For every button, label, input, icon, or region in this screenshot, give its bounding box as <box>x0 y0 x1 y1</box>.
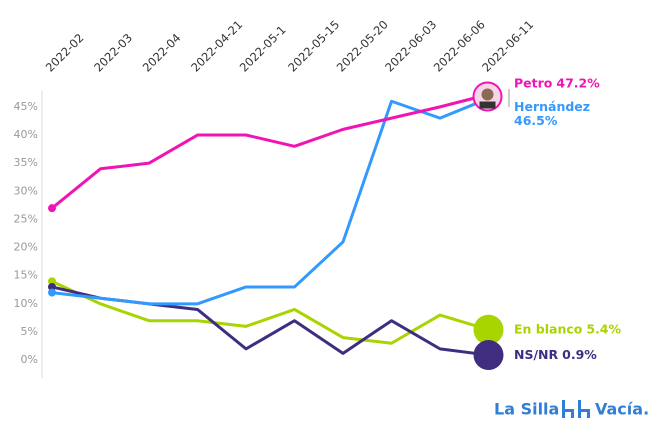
brand-icon <box>562 400 590 418</box>
x-tick-label: 2022-04 <box>140 31 184 75</box>
value-label: 5.4% <box>586 321 621 336</box>
point <box>48 277 56 286</box>
x-tick-label: 2022-03 <box>91 31 135 75</box>
series-line <box>51 93 489 210</box>
end-label: Petro 47.2% <box>514 75 600 90</box>
brand-name: La Silla <box>494 400 559 419</box>
end-label: NS/NR 0.9% <box>514 347 597 362</box>
value-label: 0.9% <box>562 347 597 362</box>
y-tick-label: 20% <box>14 241 38 254</box>
point <box>48 288 56 297</box>
photo-face <box>481 88 494 101</box>
y-tick-label: 15% <box>14 269 38 282</box>
end-marker <box>473 340 504 371</box>
y-tick-label: 35% <box>14 156 38 169</box>
series-name: Hernández <box>514 99 590 114</box>
y-tick-label: 10% <box>14 297 38 310</box>
x-tick-label: 2022-06-11 <box>479 17 536 74</box>
x-tick-label: 2022-02 <box>43 31 87 75</box>
y-tick-label: 40% <box>14 128 38 141</box>
end-label: En blanco 5.4% <box>514 321 622 336</box>
y-tick-label: 45% <box>14 100 38 113</box>
series-name: En blanco <box>514 321 583 336</box>
y-tick-label: 0% <box>21 353 38 366</box>
y-tick-label: 25% <box>14 212 38 225</box>
value-label: 46.5% <box>514 113 558 128</box>
y-tick-label: 30% <box>14 184 38 197</box>
end-marker <box>473 314 504 345</box>
brand-name: Vacía. <box>595 400 649 419</box>
series-name: Petro <box>514 75 553 90</box>
photo-body <box>479 101 496 109</box>
series-line <box>51 279 489 345</box>
series-line <box>51 97 490 306</box>
point <box>48 282 56 291</box>
point <box>48 204 56 213</box>
series-line <box>51 285 489 357</box>
value-label: 47.2% <box>556 75 600 90</box>
y-tick-label: 5% <box>21 325 38 338</box>
x-tick-label: 2022-05-1 <box>237 23 289 75</box>
series-name: NS/NR <box>514 347 558 362</box>
